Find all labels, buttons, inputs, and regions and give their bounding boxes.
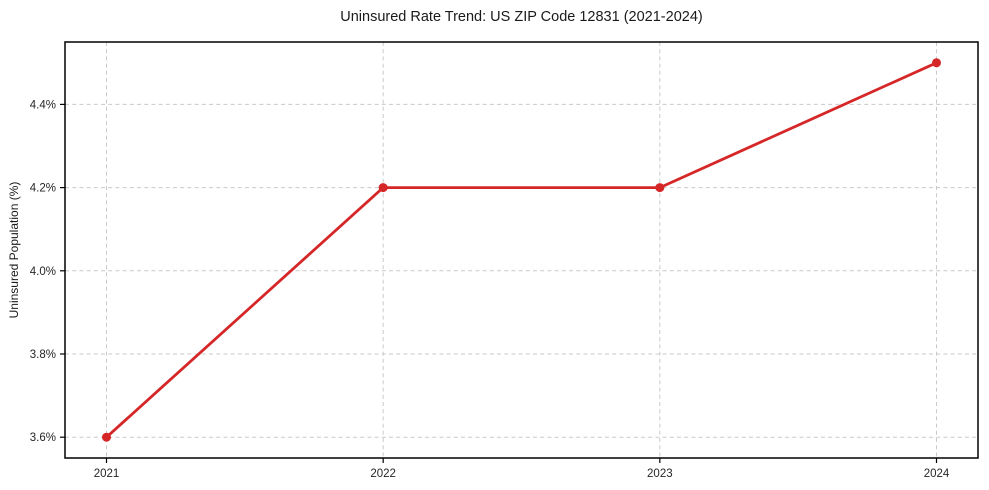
y-tick-label: 3.6%	[30, 432, 56, 444]
data-point-2023	[655, 183, 665, 193]
y-tick-label: 4.0%	[30, 266, 56, 278]
y-tick-label: 3.8%	[30, 349, 56, 361]
y-tick-label: 4.2%	[30, 183, 56, 195]
data-point-2022	[378, 183, 388, 193]
y-tick-label: 4.4%	[30, 99, 56, 111]
trend-line	[105, 61, 938, 439]
x-tick-label: 2023	[647, 468, 673, 480]
x-tick-label: 2022	[370, 468, 396, 480]
plot-frame	[64, 41, 979, 459]
data-point-2024	[932, 58, 941, 68]
x-tick-label: 2021	[94, 468, 120, 480]
chart-title: Uninsured Rate Trend: US ZIP Code 12831 …	[340, 9, 703, 25]
x-tick-label: 2024	[924, 468, 950, 480]
data-point-2021	[102, 432, 111, 442]
